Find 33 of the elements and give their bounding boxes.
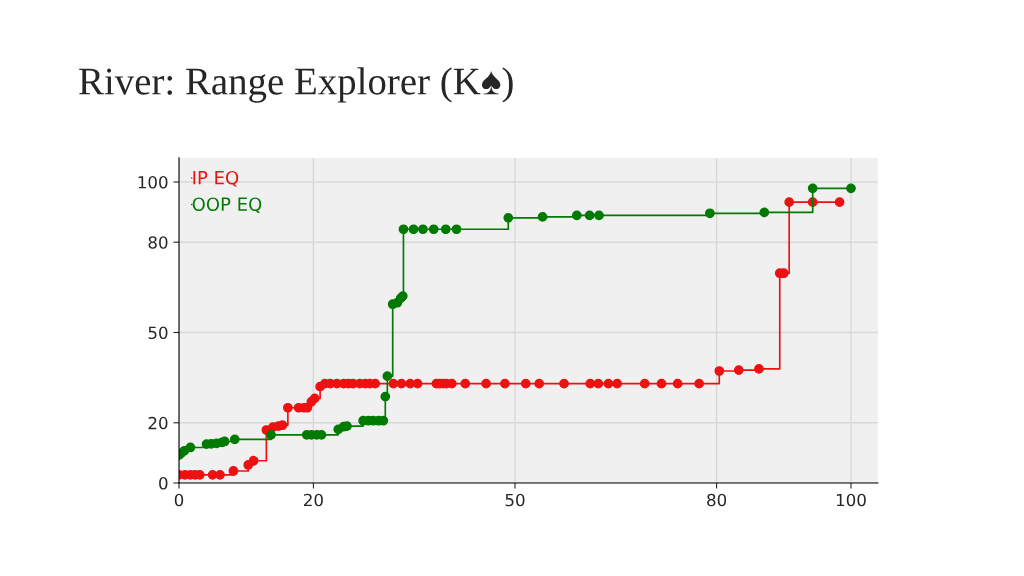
chart-title: River: Range Explorer (K♠) bbox=[79, 67, 513, 103]
y-tick-label: 20 bbox=[148, 416, 168, 430]
point bbox=[759, 207, 770, 218]
y-tick-label: 50 bbox=[148, 326, 168, 340]
point bbox=[382, 371, 393, 382]
point bbox=[266, 429, 276, 440]
x-tick-label: 0 bbox=[174, 493, 184, 507]
legend-label: OOP EQ bbox=[192, 197, 262, 214]
point bbox=[537, 212, 548, 222]
x-tick-label: 50 bbox=[505, 493, 525, 507]
point bbox=[408, 224, 419, 235]
point bbox=[807, 183, 818, 194]
point bbox=[229, 434, 240, 445]
point bbox=[503, 212, 514, 223]
point bbox=[451, 224, 462, 235]
x-tick-label: 100 bbox=[836, 493, 866, 507]
x-tick-label: 20 bbox=[304, 493, 323, 507]
y-tick-label: 80 bbox=[148, 236, 168, 249]
point bbox=[398, 224, 409, 235]
point bbox=[428, 224, 439, 235]
point bbox=[846, 183, 856, 194]
x-tick-label: 80 bbox=[707, 493, 727, 507]
point bbox=[440, 224, 451, 235]
point bbox=[594, 210, 604, 221]
y-tick-label: 0 bbox=[159, 476, 168, 490]
point bbox=[380, 391, 391, 402]
point bbox=[418, 224, 428, 235]
point bbox=[584, 210, 595, 221]
y-tick-label: 100 bbox=[138, 175, 168, 189]
point bbox=[185, 442, 196, 453]
point bbox=[571, 210, 582, 221]
point bbox=[705, 208, 715, 219]
legend-label: IP EQ bbox=[193, 170, 239, 187]
